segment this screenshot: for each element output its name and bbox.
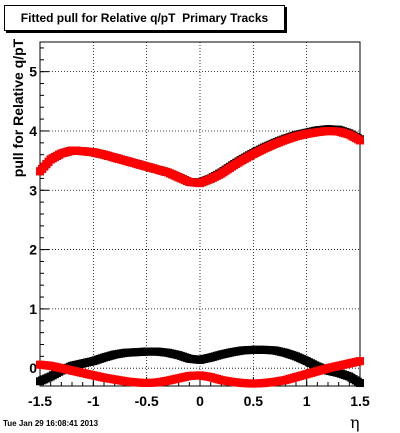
x-tick-label: -1	[87, 393, 100, 409]
y-tick-label: 1	[29, 301, 37, 317]
series-4	[36, 357, 364, 388]
timestamp: Tue Jan 29 16:08:41 2013	[3, 419, 99, 428]
x-tick-label: 1	[303, 393, 311, 409]
grid	[39, 42, 361, 386]
data-point	[356, 379, 364, 388]
x-tick-label: -1.5	[28, 393, 52, 409]
y-tick-label: 2	[29, 242, 37, 258]
data-point	[356, 136, 364, 145]
x-tick-label: 0.5	[244, 393, 264, 409]
x-tick-label: -0.5	[135, 393, 159, 409]
y-axis-label: pull for Relative q/pT	[10, 38, 26, 178]
x-tick-label: 0	[196, 393, 204, 409]
chart-title: Fitted pull for Relative q/pT Primary Tr…	[4, 5, 285, 31]
y-tick-label: 3	[29, 182, 37, 198]
y-tick-label: 0	[29, 360, 37, 376]
data-marks	[36, 125, 364, 388]
series-2	[36, 126, 364, 188]
y-tick-label: 5	[29, 64, 37, 80]
x-tick-label: 1.5	[350, 393, 370, 409]
y-tick-label: 4	[29, 123, 37, 139]
data-point	[356, 357, 364, 366]
x-axis-label: η	[350, 413, 360, 432]
tick-labels: -1.5 -1 -0.5 0 0.5 1 1.5 0 1 2 3 4 5	[28, 64, 370, 409]
